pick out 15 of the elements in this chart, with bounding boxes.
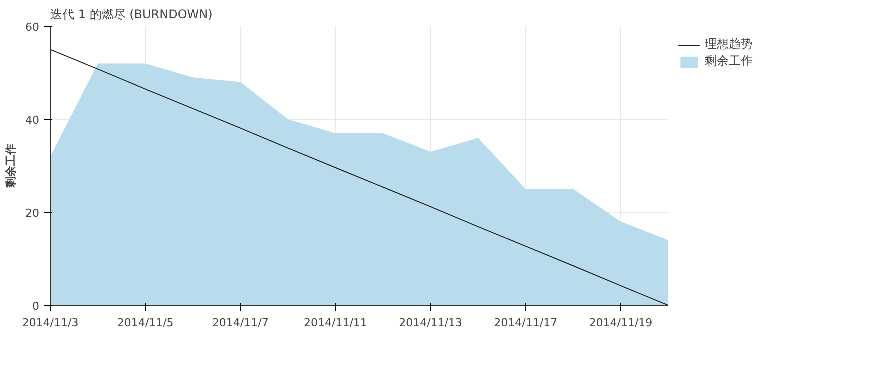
x-tick-label: 2014/11/11 <box>304 316 368 330</box>
y-tick-label: 20 <box>26 207 40 220</box>
y-axis-title: 剩余工作 <box>4 144 18 189</box>
x-tick-label: 2014/11/5 <box>117 316 174 330</box>
x-tick-label: 2014/11/13 <box>399 316 463 330</box>
legend-label: 理想趋势 <box>705 36 753 53</box>
y-tick-label: 0 <box>32 300 40 313</box>
legend-label: 剩余工作 <box>705 53 753 70</box>
y-tick-label: 40 <box>26 114 40 127</box>
chart-title: 迭代 1 的燃尽 (BURNDOWN) <box>50 8 213 22</box>
x-tick-label: 2014/11/7 <box>212 316 269 330</box>
y-tick-label: 60 <box>26 21 40 34</box>
x-tick-label: 2014/11/19 <box>589 316 653 330</box>
x-tick-label: 2014/11/17 <box>494 316 558 330</box>
x-tick-label: 2014/11/3 <box>22 316 79 330</box>
